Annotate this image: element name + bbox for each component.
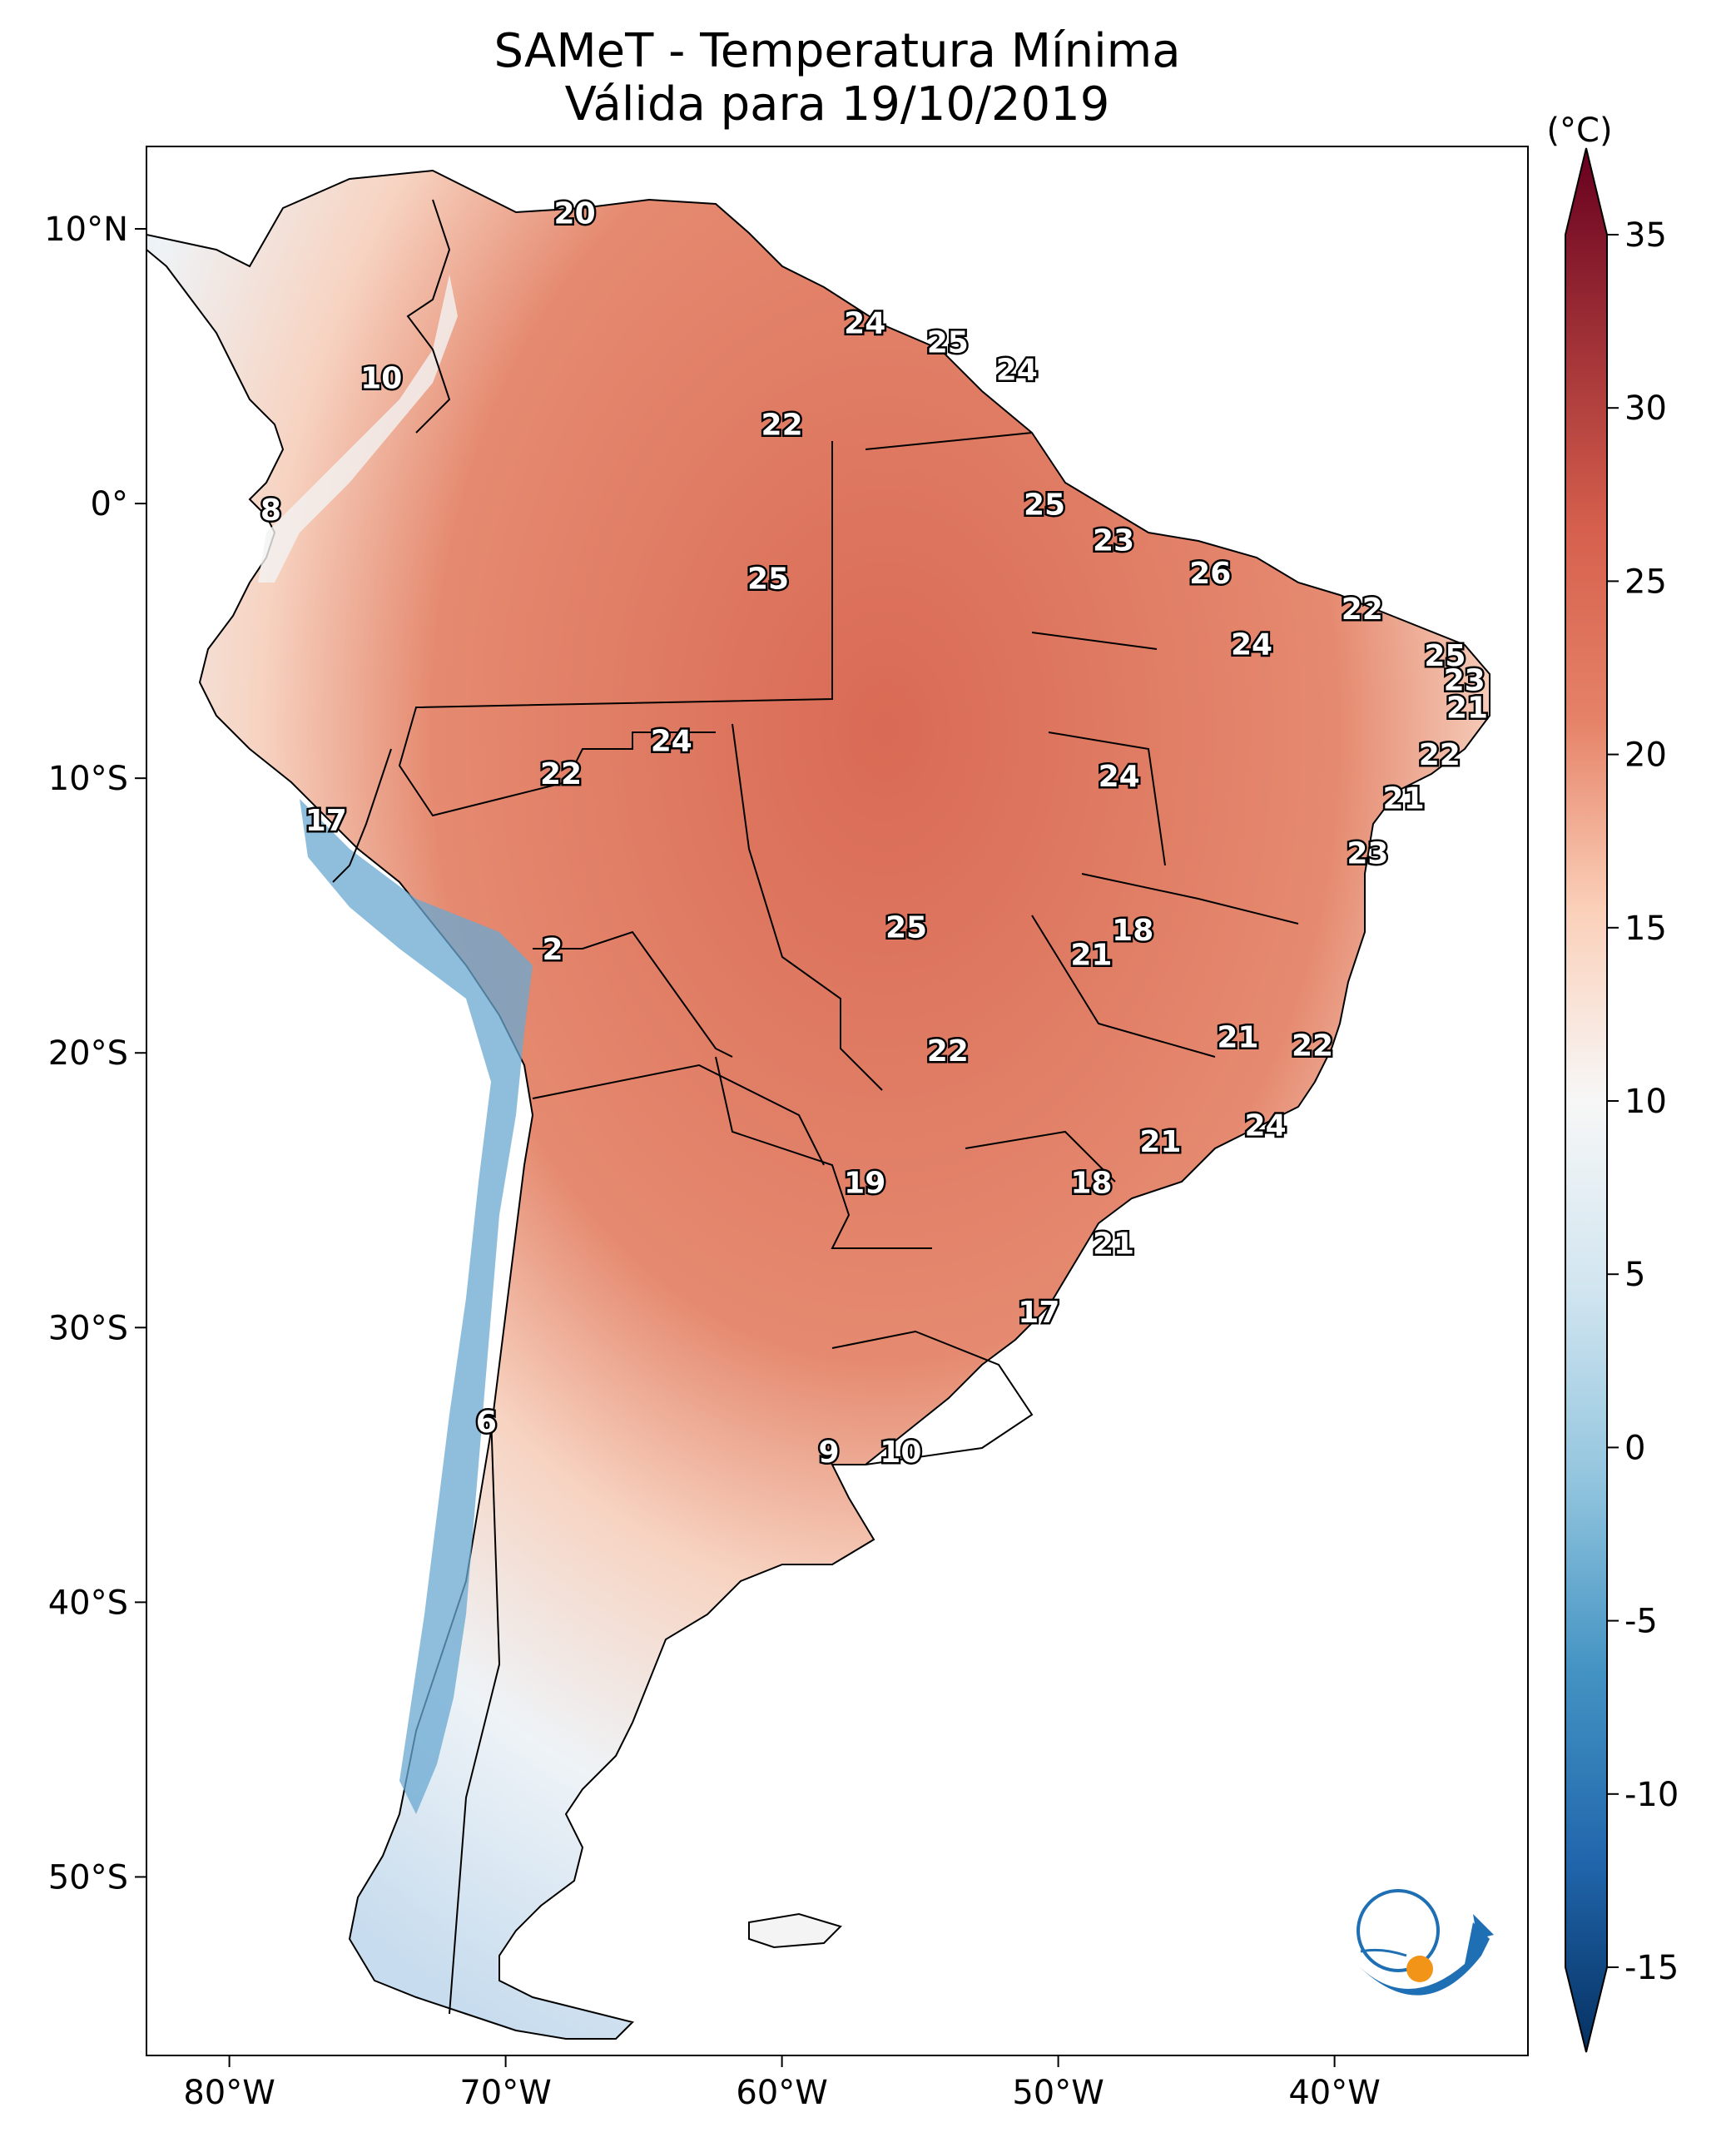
temperature-label: 25 <box>927 326 969 360</box>
temperature-label: 22 <box>927 1034 969 1069</box>
lon-tick-label: 40°W <box>1288 2074 1380 2112</box>
temperature-label: 18 <box>1070 1167 1112 1201</box>
temperature-label: 22 <box>761 409 803 443</box>
map-title-line2: Válida para 19/10/2019 <box>564 77 1110 131</box>
lon-tick-label: 60°W <box>736 2074 827 2112</box>
temperature-label: 6 <box>476 1406 497 1440</box>
temperature-label: 20 <box>554 197 596 231</box>
lat-tick-label: 50°S <box>48 1858 128 1897</box>
lat-tick-label: 10°S <box>48 760 128 798</box>
temperature-label: 22 <box>1292 1029 1333 1064</box>
temperature-label: 21 <box>1383 782 1425 816</box>
temperature-label: 24 <box>1099 760 1140 794</box>
temperature-label: 19 <box>844 1167 885 1201</box>
inpe-logo <box>1357 1889 1494 1996</box>
northern-andes-band <box>258 275 458 583</box>
temperature-label: 23 <box>1444 664 1486 698</box>
colorbar-tick-label: 10 <box>1624 1083 1667 1121</box>
lon-tick-label: 50°W <box>1012 2074 1104 2112</box>
colorbar-tick-label: 5 <box>1624 1256 1645 1294</box>
temperature-label: 25 <box>885 911 927 945</box>
temperature-label: 18 <box>1112 914 1153 948</box>
temperature-label: 21 <box>1139 1125 1181 1159</box>
lon-tick-label: 70°W <box>459 2074 551 2112</box>
falkland-islands <box>748 1912 842 1949</box>
colorbar-tick-label: 30 <box>1624 389 1667 428</box>
lat-tick-label: 20°S <box>48 1034 128 1073</box>
temperature-label: 24 <box>996 354 1038 388</box>
temperature-label: 26 <box>1189 557 1231 591</box>
colorbar-tick-label: 35 <box>1624 216 1667 255</box>
lat-tick-label: 30°S <box>48 1309 128 1347</box>
temperature-label: 25 <box>747 563 789 597</box>
temperature-label: 22 <box>540 757 582 791</box>
colorbar-body <box>1565 147 1608 2053</box>
temperature-label: 2 <box>543 933 563 967</box>
temperature-label: 22 <box>1342 593 1383 627</box>
temperature-label: 17 <box>1018 1296 1059 1330</box>
lat-tick-label: 40°S <box>48 1584 128 1622</box>
temperature-label: 10 <box>880 1435 921 1470</box>
colorbar-tick-label: 25 <box>1624 563 1667 601</box>
colorbar-tick-label: 20 <box>1624 736 1667 775</box>
lon-tick-label: 80°W <box>183 2074 275 2112</box>
colorbar: 35 30 25 20 15 10 5 0 -5 -10 -15 (°C) <box>1546 112 1679 2053</box>
lat-tick-label: 10°N <box>44 211 128 249</box>
colorbar-tick-label: -5 <box>1624 1603 1658 1641</box>
temperature-label: 10 <box>360 362 402 396</box>
temperature-label: 21 <box>1217 1021 1258 1055</box>
temperature-label: 21 <box>1093 1227 1134 1261</box>
temperature-label: 23 <box>1093 523 1134 558</box>
temperature-label: 8 <box>260 493 281 528</box>
map-border <box>146 146 1529 2056</box>
temperature-label: 24 <box>1231 628 1272 662</box>
colorbar-unit: (°C) <box>1546 112 1612 150</box>
colorbar-tick-label: -15 <box>1624 1949 1679 1987</box>
colorbar-tick-label: 15 <box>1624 910 1667 948</box>
temperature-label: 24 <box>1245 1108 1287 1143</box>
temperature-label: 21 <box>1070 939 1112 973</box>
temperature-label: 24 <box>844 307 885 341</box>
temperature-label: 21 <box>1446 692 1488 726</box>
country-borders <box>332 199 1299 2015</box>
latitude-axis: 10°N 0° 10°S 20°S 30°S 40°S 50°S <box>44 211 146 1897</box>
temperature-label: 25 <box>1424 639 1466 673</box>
temperature-label: 9 <box>819 1435 840 1470</box>
temperature-label: 23 <box>1347 837 1388 871</box>
andes-cold-band <box>300 799 533 1814</box>
south-america-landmass <box>146 169 1490 2040</box>
colorbar-tick-label: 0 <box>1624 1429 1645 1467</box>
map-title-line1: SAMeT - Temperatura Mínima <box>494 24 1181 78</box>
longitude-axis: 80°W 70°W 60°W 50°W 40°W <box>183 2055 1381 2112</box>
temperature-label: 22 <box>1419 738 1461 772</box>
colorbar-tick-label: -10 <box>1624 1776 1679 1814</box>
lat-tick-label: 0° <box>91 485 128 523</box>
temperature-label: 24 <box>651 724 692 758</box>
temperature-label: 25 <box>1024 488 1065 522</box>
temperature-label: 17 <box>305 804 347 838</box>
